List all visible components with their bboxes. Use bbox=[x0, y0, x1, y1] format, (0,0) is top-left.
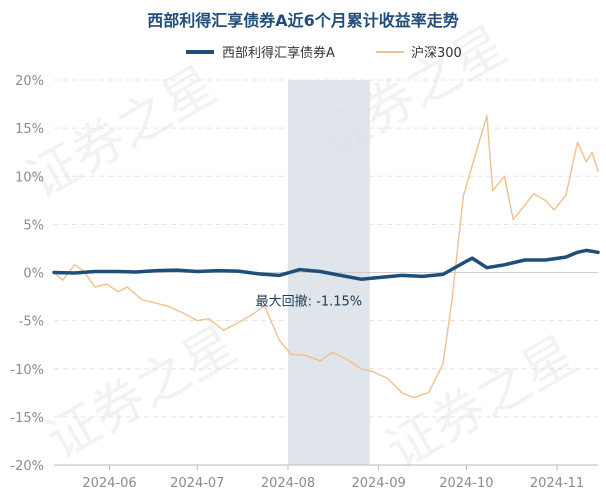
y-tick-label-2: 10% bbox=[15, 170, 44, 185]
x-tick-label-3: 2024-09 bbox=[351, 476, 405, 491]
y-tick-label-4: 0% bbox=[23, 267, 44, 282]
watermark-4: 证券之星 bbox=[377, 325, 587, 481]
legend-label-index: 沪深300 bbox=[411, 45, 462, 61]
x-tick-label-2: 2024-08 bbox=[261, 476, 315, 491]
y-tick-label-1: 15% bbox=[15, 122, 44, 137]
legend: 西部利得汇享债券A 沪深300 bbox=[186, 45, 462, 61]
drawdown-label-0: 最大回撤: -1.15% bbox=[256, 294, 363, 310]
series-lines bbox=[52, 114, 600, 399]
chart-title: 西部利得汇享债券A近6个月累计收益率走势 bbox=[147, 11, 459, 30]
y-tick-label-7: -15% bbox=[10, 411, 44, 426]
legend-label-fund: 西部利得汇享债券A bbox=[222, 45, 335, 61]
x-tick-label-0: 2024-06 bbox=[82, 476, 136, 491]
x-axis-ticks: 2024-06 2024-07 2024-08 2024-09 2024-10 2024-… bbox=[54, 464, 598, 491]
y-tick-label-5: -5% bbox=[19, 315, 44, 330]
series-line-fund bbox=[52, 248, 600, 281]
annotations: 最大回撤: -1.15% bbox=[256, 294, 363, 310]
watermark-1: 证券之星 bbox=[17, 55, 227, 211]
y-tick-label-6: -10% bbox=[10, 363, 44, 378]
y-axis-ticks: 20% 15% 10% 5% 0% -5% -10% -15% -20% bbox=[10, 74, 44, 474]
y-tick-label-8: -20% bbox=[10, 459, 44, 474]
x-tick-label-5: 2024-11 bbox=[530, 476, 584, 491]
x-tick-label-1: 2024-07 bbox=[170, 476, 224, 491]
series-line-index bbox=[53, 114, 599, 399]
x-tick-label-4: 2024-10 bbox=[439, 476, 493, 491]
y-tick-label-0: 20% bbox=[15, 74, 44, 89]
y-tick-label-3: 5% bbox=[23, 218, 44, 233]
watermark-3: 证券之星 bbox=[37, 315, 247, 471]
